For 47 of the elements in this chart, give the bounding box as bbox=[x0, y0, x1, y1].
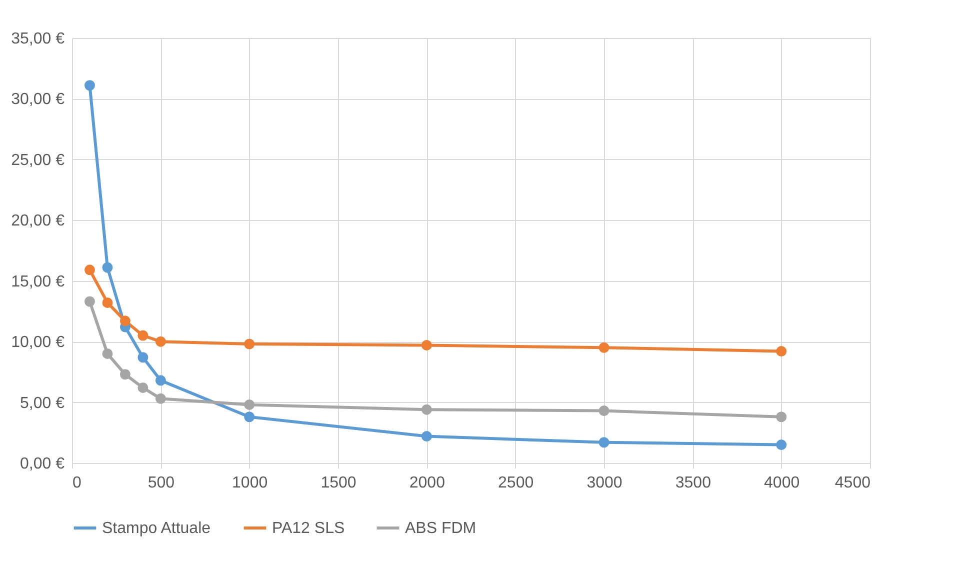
point bbox=[598, 406, 610, 416]
point bbox=[244, 399, 255, 410]
point bbox=[84, 80, 95, 91]
point bbox=[84, 296, 95, 307]
x-tick-label: 500 bbox=[148, 474, 175, 492]
x-tick-label: 2500 bbox=[498, 474, 534, 492]
point bbox=[84, 264, 95, 276]
point bbox=[102, 348, 113, 359]
x-tick-label: 3500 bbox=[675, 474, 712, 492]
x-tick-label: 0 bbox=[72, 474, 82, 492]
point bbox=[244, 412, 255, 422]
y-tick-label: 10,00 € bbox=[11, 334, 65, 352]
point bbox=[155, 393, 166, 404]
point bbox=[102, 297, 113, 308]
point bbox=[120, 369, 130, 380]
y-tick-label: 35,00 € bbox=[11, 30, 65, 48]
point bbox=[421, 340, 432, 350]
point bbox=[102, 262, 113, 273]
y-tick-label: 0,00 € bbox=[20, 456, 65, 472]
legend-label: ABS FDM bbox=[405, 520, 476, 537]
point bbox=[598, 342, 610, 353]
point bbox=[776, 440, 787, 450]
y-tick-label: 25,00 € bbox=[11, 152, 65, 169]
legend-label: PA12 SLS bbox=[272, 520, 345, 537]
point bbox=[598, 437, 610, 448]
x-tick-label: 1500 bbox=[320, 474, 356, 492]
point bbox=[421, 431, 432, 442]
x-tick-label: 1000 bbox=[232, 474, 268, 492]
point bbox=[421, 404, 432, 415]
point bbox=[244, 338, 255, 350]
point bbox=[138, 382, 148, 393]
point bbox=[776, 346, 787, 357]
x-tick-label: 3000 bbox=[586, 474, 622, 492]
point bbox=[155, 375, 166, 386]
x-tick-label: 4000 bbox=[764, 474, 800, 492]
point bbox=[776, 412, 787, 422]
point bbox=[120, 316, 130, 326]
point bbox=[138, 352, 148, 363]
legend-label: Stampo Attuale bbox=[102, 520, 211, 537]
y-tick-label: 20,00 € bbox=[11, 212, 65, 230]
y-tick-label: 30,00 € bbox=[11, 91, 65, 108]
y-tick-label: 5,00 € bbox=[20, 394, 65, 412]
point bbox=[138, 330, 148, 341]
y-tick-label: 15,00 € bbox=[11, 273, 65, 290]
x-tick-label: 4500 bbox=[834, 474, 871, 492]
point bbox=[155, 336, 166, 347]
x-tick-label: 2000 bbox=[409, 474, 446, 492]
